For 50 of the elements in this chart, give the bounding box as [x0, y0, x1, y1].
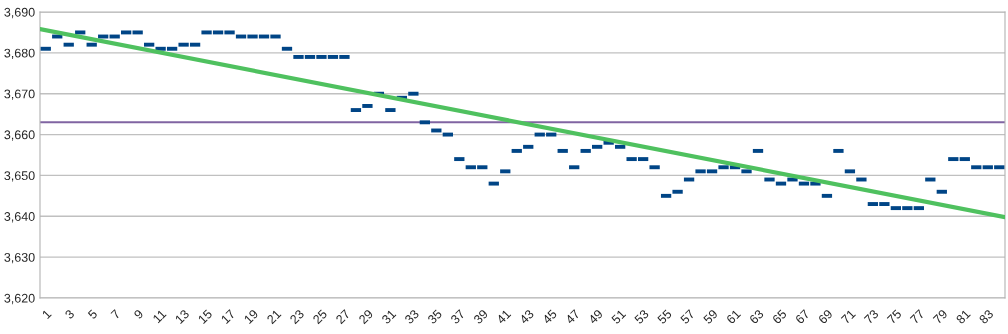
- x-tick-label: 7: [110, 309, 121, 320]
- x-tick-label: 45: [541, 309, 558, 325]
- x-tick-label: 19: [243, 309, 259, 325]
- x-tick-label: 57: [679, 309, 696, 325]
- y-tick-label: 3,670: [4, 89, 35, 100]
- x-tick-label: 29: [358, 309, 374, 325]
- x-tick-label: 61: [725, 309, 742, 325]
- x-tick-label: 1: [41, 309, 52, 320]
- x-tick-label: 63: [748, 309, 765, 325]
- x-tick-label: 31: [381, 309, 397, 325]
- x-tick-label: 77: [909, 309, 925, 325]
- x-tick-label: 49: [587, 309, 604, 325]
- y-tick-label: 3,690: [4, 7, 35, 19]
- x-tick-label: 9: [133, 309, 144, 320]
- x-tick-label: 71: [840, 309, 856, 325]
- x-tick-label: 83: [978, 309, 994, 325]
- x-tick-label: 75: [886, 309, 902, 325]
- x-tick-label: 81: [955, 309, 971, 325]
- x-tick-label: 17: [220, 309, 236, 324]
- x-tick-label: 55: [656, 309, 673, 325]
- x-tick-label: 41: [495, 309, 512, 325]
- x-tick-label: 15: [197, 309, 213, 325]
- x-tick-label: 21: [266, 309, 282, 325]
- x-tick-label: 25: [312, 309, 328, 325]
- x-tick-label: 51: [611, 309, 627, 325]
- y-tick-label: 3,630: [4, 252, 35, 264]
- y-tick-label: 3,660: [4, 130, 35, 141]
- x-tick-label: 11: [152, 309, 167, 324]
- x-tick-label: 13: [174, 309, 190, 325]
- x-tick-label: 53: [633, 309, 650, 325]
- x-tick-label: 47: [564, 309, 581, 325]
- x-tick-label: 33: [404, 309, 420, 325]
- y-tick-label: 3,680: [4, 48, 35, 59]
- x-tick-label: 67: [794, 309, 811, 325]
- x-tick-label: 43: [518, 309, 535, 325]
- x-tick-label: 23: [289, 309, 305, 325]
- x-tick-label: 35: [427, 309, 443, 325]
- x-tick-label: 59: [702, 309, 719, 325]
- y-tick-label: 3,640: [4, 212, 35, 223]
- y-tick-label: 3,650: [4, 171, 35, 182]
- x-tick-label: 65: [771, 309, 788, 325]
- x-tick-label: 79: [932, 309, 948, 325]
- x-tick-label: 39: [473, 309, 489, 325]
- x-tick-label: 5: [87, 309, 98, 320]
- y-tick-label: 3,620: [4, 293, 35, 305]
- x-tick-label: 37: [450, 309, 466, 325]
- x-tick-label: 27: [335, 309, 351, 325]
- x-tick-label: 69: [817, 309, 834, 325]
- x-tick-label: 3: [64, 309, 75, 320]
- x-tick-label: 73: [863, 309, 879, 325]
